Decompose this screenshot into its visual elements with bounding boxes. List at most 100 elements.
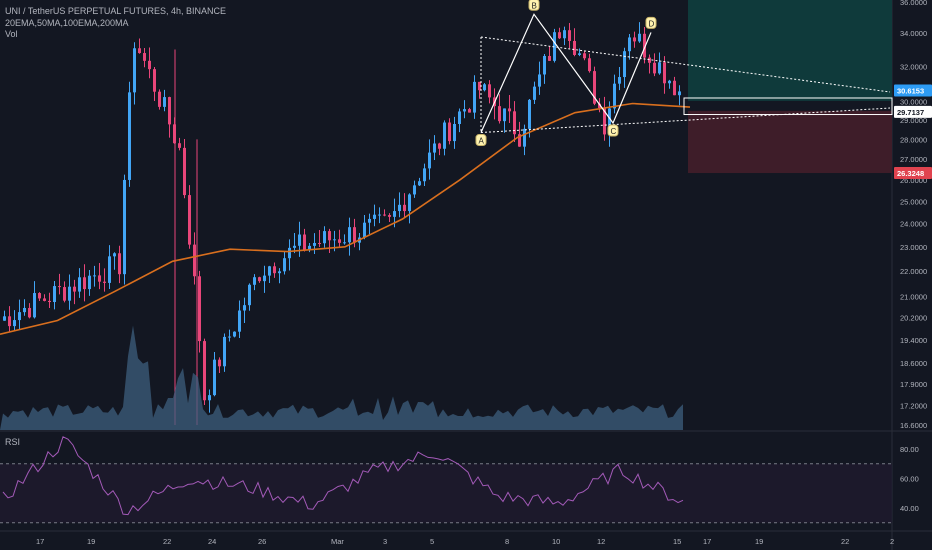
candle-body <box>648 57 651 63</box>
price-tick-label: 30.0000 <box>900 98 927 107</box>
price-tick-label: 22.0000 <box>900 267 927 276</box>
candle-body <box>188 195 191 245</box>
pattern-point-label: C <box>611 127 617 136</box>
candle-body <box>553 32 556 61</box>
candle-body <box>43 298 46 301</box>
candle-body <box>378 214 381 216</box>
candle-body <box>438 143 441 149</box>
price-tick-label: 20.2000 <box>900 314 927 323</box>
entry-price-badge <box>894 105 932 118</box>
stop-price-badge <box>894 167 932 180</box>
candle-body <box>523 128 526 147</box>
candle-body <box>218 359 221 367</box>
candle-body <box>588 58 591 72</box>
candle-body <box>263 275 266 282</box>
stop-price-badge-text: 26.3248 <box>897 169 924 178</box>
candle-body <box>533 86 536 100</box>
candle-body <box>528 99 531 129</box>
candle-body <box>628 37 631 52</box>
candle-body <box>663 62 666 84</box>
candle-body <box>193 244 196 277</box>
price-tick-label: 36.0000 <box>900 0 927 7</box>
candle-body <box>258 277 261 282</box>
candle-body <box>633 37 636 42</box>
rsi-label: RSI <box>5 437 21 447</box>
candle-body <box>223 336 226 367</box>
price-tick-label: 34.0000 <box>900 29 927 38</box>
price-tick-label: 26.0000 <box>900 176 927 185</box>
candle-body <box>638 33 641 42</box>
candle-body <box>458 111 461 124</box>
candle-body <box>643 33 646 58</box>
candle-body <box>578 53 581 55</box>
candle-body <box>278 271 281 274</box>
price-tick-label: 21.0000 <box>900 293 927 302</box>
entry-box <box>683 97 893 116</box>
candle-body <box>388 215 391 217</box>
date-tick-label: 8 <box>505 537 509 546</box>
candle-body <box>48 300 51 303</box>
candle-body <box>593 71 596 104</box>
candle-body <box>508 108 511 112</box>
pattern-point-marker <box>475 134 487 147</box>
candle-body <box>8 316 11 327</box>
candle-body <box>363 222 366 238</box>
price-tick-label: 18.6000 <box>900 359 927 368</box>
candle-body <box>653 62 656 74</box>
candle-body <box>243 305 246 311</box>
candle-body <box>498 106 501 122</box>
candle-body <box>118 253 121 275</box>
candle-body <box>293 245 296 248</box>
candle-body <box>213 359 216 396</box>
candle-body <box>103 281 106 283</box>
candle-body <box>153 69 156 92</box>
candle-body <box>318 242 321 244</box>
candle-body <box>268 266 271 276</box>
candle-body <box>68 286 71 301</box>
candle-body <box>63 287 66 301</box>
current-price-badge-text: 30.6153 <box>897 87 924 96</box>
candle-body <box>238 310 241 332</box>
rsi-tick-label: 80.00 <box>900 445 919 454</box>
candle-body <box>228 336 231 338</box>
pattern-point-marker <box>607 124 619 137</box>
price-tick-label: 23.0000 <box>900 243 927 252</box>
candle-body <box>328 231 331 241</box>
candle-body <box>298 234 301 246</box>
date-tick-label: 17 <box>703 537 711 546</box>
candle-body <box>538 74 541 87</box>
candle-body <box>563 30 566 39</box>
candle-body <box>323 231 326 244</box>
ma-line <box>0 102 691 335</box>
pattern-point-label: A <box>479 137 485 146</box>
candle-body <box>73 286 76 292</box>
candle-body <box>503 108 506 122</box>
candle-body <box>658 62 661 74</box>
candle-body <box>183 147 186 196</box>
candle-body <box>393 211 396 217</box>
candle-body <box>443 122 446 149</box>
rsi-band <box>0 463 892 523</box>
candle-body <box>463 109 466 112</box>
price-tick-label: 17.2000 <box>900 402 927 411</box>
candle-body <box>343 242 346 244</box>
candle-body <box>618 77 621 84</box>
candle-body <box>33 293 36 318</box>
price-tick-label: 28.0000 <box>900 135 927 144</box>
price-tick-label: 25.0000 <box>900 197 927 206</box>
candle-body <box>208 395 211 401</box>
candle-body <box>418 181 421 186</box>
upper-trendline <box>480 36 891 93</box>
date-tick-label: 24 <box>208 537 216 546</box>
candle-body <box>133 48 136 93</box>
candle-body <box>543 55 546 75</box>
candle-body <box>83 277 86 290</box>
candle-body <box>403 204 406 212</box>
candle-body <box>313 242 316 246</box>
price-tick-label: 27.0000 <box>900 155 927 164</box>
candle-body <box>13 320 16 327</box>
target-zone <box>688 0 892 101</box>
price-tick-label: 29.0000 <box>900 116 927 125</box>
